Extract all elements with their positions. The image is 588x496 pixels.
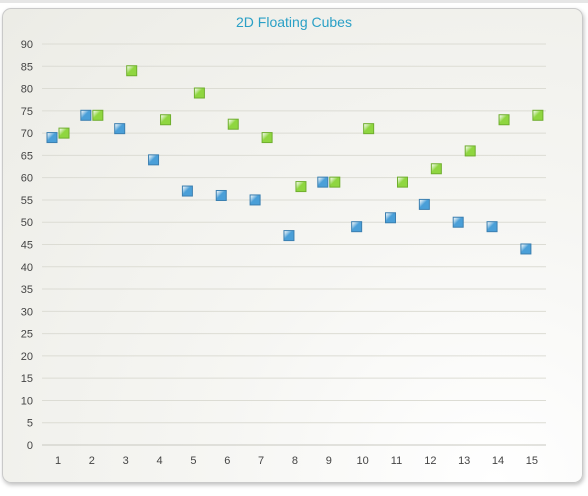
x-tick-label: 4 [156, 455, 162, 467]
data-point-cube [317, 176, 329, 188]
data-point-cube [80, 109, 92, 121]
data-point-cube [92, 109, 104, 121]
data-point-cube [283, 230, 295, 242]
data-point-cube [249, 194, 261, 206]
data-point-cube [261, 132, 273, 144]
data-point-cube [295, 181, 307, 193]
data-point-cube [351, 221, 363, 233]
y-tick-label: 20 [21, 351, 33, 363]
y-tick-label: 70 [21, 128, 33, 140]
y-tick-label: 0 [27, 440, 33, 452]
data-point-cube [532, 109, 544, 121]
data-point-cube [181, 185, 193, 197]
x-tick-label: 13 [458, 455, 470, 467]
y-tick-label: 15 [21, 373, 33, 385]
chart-panel [2, 8, 583, 483]
y-tick-label: 80 [21, 84, 33, 96]
data-point-cube [498, 114, 510, 126]
x-tick-label: 9 [326, 455, 332, 467]
data-point-cube [363, 123, 375, 135]
data-point-cube [114, 123, 126, 135]
data-point-cube [126, 65, 138, 77]
y-tick-label: 25 [21, 329, 33, 341]
data-point-cube [430, 163, 442, 175]
top-divider [0, 0, 588, 3]
y-tick-label: 5 [27, 418, 33, 430]
y-tick-label: 10 [21, 395, 33, 407]
x-tick-label: 12 [424, 455, 436, 467]
x-tick-label: 1 [55, 455, 61, 467]
x-tick-label: 10 [357, 455, 369, 467]
data-point-cube [385, 212, 396, 224]
x-tick-label: 8 [292, 455, 298, 467]
data-point-cube [193, 87, 205, 99]
data-point-cube [160, 114, 172, 126]
x-tick-label: 7 [258, 455, 264, 467]
data-point-cube [227, 118, 239, 130]
data-point-cube [397, 176, 408, 188]
data-point-cube [46, 132, 58, 144]
data-point-cube [418, 198, 430, 210]
chart-title: 2D Floating Cubes [236, 14, 352, 30]
y-tick-label: 85 [21, 61, 33, 73]
data-point-cube [452, 216, 464, 228]
data-point-cube [464, 145, 476, 157]
x-tick-label: 2 [89, 455, 95, 467]
y-tick-label: 40 [21, 262, 33, 274]
y-tick-label: 60 [21, 173, 33, 185]
y-tick-label: 55 [21, 195, 33, 207]
x-tick-label: 11 [391, 455, 402, 467]
y-tick-label: 50 [21, 217, 33, 229]
x-tick-label: 6 [224, 455, 230, 467]
y-tick-label: 65 [21, 150, 33, 162]
y-tick-label: 75 [21, 106, 33, 118]
x-tick-label: 3 [123, 455, 129, 467]
data-point-cube [215, 189, 227, 201]
y-tick-label: 45 [21, 240, 33, 252]
data-point-cube [58, 127, 70, 139]
data-point-cube [329, 176, 341, 188]
x-tick-label: 15 [526, 455, 538, 467]
x-tick-label: 14 [492, 455, 504, 467]
y-tick-label: 35 [21, 284, 33, 296]
data-point-cube [520, 243, 532, 255]
y-tick-label: 90 [21, 39, 33, 51]
y-tick-label: 30 [21, 306, 33, 318]
data-point-cube [148, 154, 160, 166]
x-tick-label: 5 [190, 455, 196, 467]
data-point-cube [486, 221, 498, 233]
